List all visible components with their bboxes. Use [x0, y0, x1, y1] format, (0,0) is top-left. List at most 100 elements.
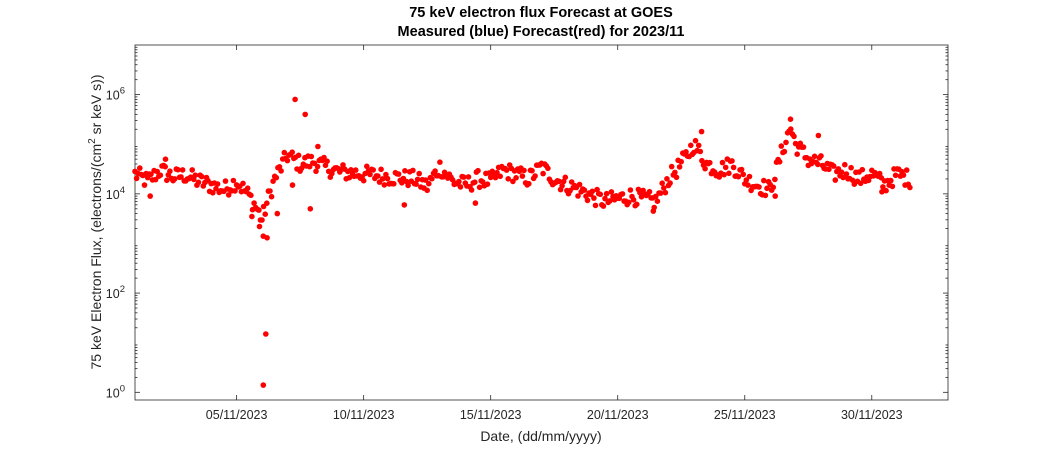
y-axis-label-tail: sr keV s))	[88, 75, 104, 139]
data-point	[497, 173, 504, 180]
data-point	[410, 167, 416, 174]
data-point	[494, 169, 500, 176]
data-point	[735, 173, 742, 180]
data-point	[672, 169, 678, 176]
data-point	[175, 166, 181, 173]
data-point	[225, 192, 232, 198]
data-point	[426, 180, 432, 187]
data-point	[888, 177, 894, 184]
data-point	[746, 173, 753, 180]
data-point	[230, 177, 237, 184]
data-point	[832, 177, 839, 183]
data-point	[133, 175, 140, 182]
data-point	[232, 188, 238, 194]
data-point	[559, 183, 565, 189]
data-point	[141, 182, 148, 188]
data-point	[370, 167, 377, 173]
y-tick-label: 100	[106, 383, 125, 400]
data-point	[432, 168, 438, 174]
data-point	[313, 168, 319, 175]
data-point	[476, 184, 483, 191]
data-point	[465, 174, 472, 180]
data-point	[740, 171, 746, 178]
data-point	[667, 180, 673, 186]
data-point	[818, 153, 824, 159]
data-point	[381, 182, 388, 188]
data-point	[879, 189, 885, 195]
data-point	[251, 200, 257, 206]
data-point	[526, 180, 532, 187]
chart-title-line1: 75 keV electron flux Forecast at GOES	[409, 5, 673, 21]
data-point	[787, 116, 794, 122]
data-point	[883, 187, 889, 194]
data-point	[738, 166, 745, 173]
data-point	[191, 176, 197, 183]
data-point	[278, 168, 284, 174]
data-point	[289, 182, 296, 188]
y-tick-base: 10	[106, 287, 120, 301]
data-point	[719, 159, 726, 166]
data-point	[391, 181, 397, 187]
data-point	[859, 166, 866, 173]
data-point	[162, 156, 169, 162]
data-point	[401, 202, 408, 208]
data-point	[707, 159, 713, 166]
data-point	[576, 181, 583, 188]
data-point	[842, 161, 848, 168]
data-point	[178, 174, 184, 180]
data-point	[876, 170, 883, 177]
data-point	[600, 203, 607, 209]
data-point	[581, 187, 588, 193]
data-point	[781, 148, 788, 155]
data-point	[222, 178, 229, 184]
data-point	[745, 182, 751, 188]
data-point	[164, 177, 170, 184]
data-point	[880, 184, 886, 190]
data-point	[424, 187, 431, 194]
data-point	[348, 167, 354, 173]
y-axis-label-main: 75 keV Electron Flux, (electrons/(cm	[88, 144, 104, 370]
data-point	[589, 188, 596, 195]
data-point	[248, 192, 254, 199]
data-point	[657, 190, 664, 196]
data-point	[634, 201, 640, 208]
data-point	[260, 382, 267, 388]
data-point	[307, 206, 314, 212]
data-point	[375, 173, 381, 179]
data-point	[457, 184, 464, 190]
data-point	[264, 235, 270, 241]
y-tick-exp: 2	[120, 284, 125, 295]
x-tick-label: 25/11/2023	[714, 408, 776, 422]
data-point	[676, 164, 683, 170]
data-point	[324, 158, 330, 164]
data-point	[646, 188, 653, 195]
data-point	[903, 167, 910, 173]
data-point	[302, 111, 309, 118]
data-point	[545, 165, 551, 172]
data-point	[192, 172, 199, 178]
data-point	[562, 174, 569, 181]
data-point	[857, 180, 864, 187]
data-point	[772, 176, 778, 183]
data-point	[422, 177, 429, 183]
data-point	[346, 174, 353, 181]
data-point	[364, 163, 370, 170]
chart-title-line2: Measured (blue) Forecast(red) for 2023/1…	[398, 24, 685, 40]
data-point	[210, 190, 216, 196]
data-point	[284, 157, 291, 164]
data-point	[167, 168, 173, 174]
data-point	[532, 173, 538, 179]
data-point	[668, 163, 675, 170]
data-point	[778, 143, 785, 149]
data-point	[213, 185, 219, 192]
data-point	[519, 173, 526, 179]
data-point	[529, 167, 535, 174]
data-point	[256, 223, 263, 230]
data-point	[189, 167, 195, 173]
data-point	[584, 197, 591, 204]
data-point	[198, 173, 205, 180]
data-point	[472, 200, 479, 206]
data-point	[492, 174, 499, 181]
x-axis-ticks: 05/11/2023 10/11/2023 15/11/2023 20/11/2023…	[206, 45, 903, 422]
